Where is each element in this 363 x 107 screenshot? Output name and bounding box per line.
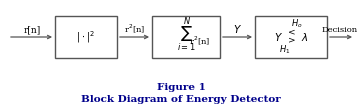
Text: r[n]: r[n] — [23, 25, 41, 34]
Text: $\lambda$: $\lambda$ — [301, 31, 309, 43]
Text: $Y$: $Y$ — [233, 23, 242, 35]
Text: $>$: $>$ — [286, 36, 296, 46]
Text: $\sum_{i=1}^{N}$: $\sum_{i=1}^{N}$ — [176, 16, 195, 54]
Text: $H_o$: $H_o$ — [291, 18, 303, 30]
Bar — [152, 16, 220, 58]
Text: r$^2$[n]: r$^2$[n] — [124, 22, 145, 35]
Text: $H_1$: $H_1$ — [279, 44, 291, 56]
Text: Decision: Decision — [322, 26, 358, 34]
Text: $<$: $<$ — [286, 28, 296, 38]
Text: Figure 1: Figure 1 — [156, 82, 205, 91]
Text: r$^2$[n]: r$^2$[n] — [189, 35, 211, 47]
Text: $Y$: $Y$ — [274, 31, 284, 43]
Bar — [255, 16, 327, 58]
Text: $|\cdot|^2$: $|\cdot|^2$ — [77, 29, 95, 45]
Text: Block Diagram of Energy Detector: Block Diagram of Energy Detector — [81, 94, 281, 103]
Bar — [55, 16, 117, 58]
